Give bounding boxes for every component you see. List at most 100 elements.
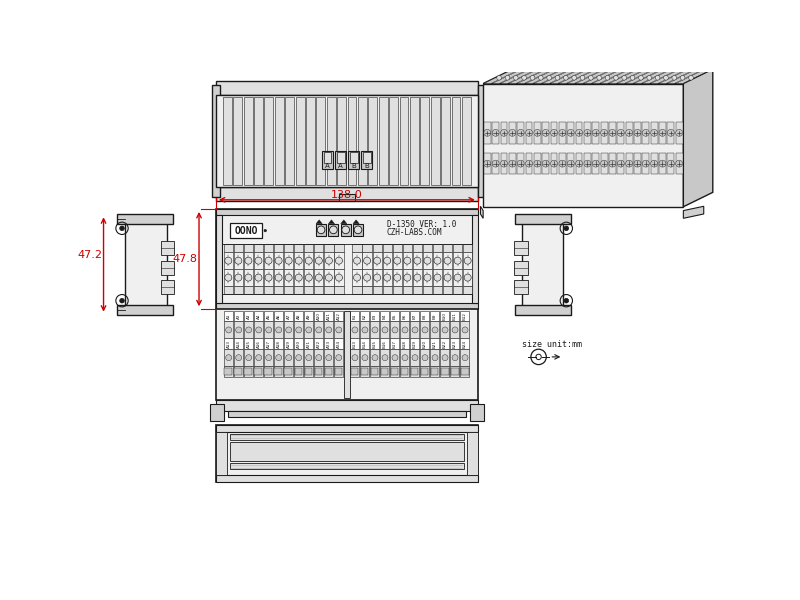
Text: A19: A19 [286,340,290,348]
Circle shape [326,274,332,281]
Bar [350,366,359,377]
Bar [264,269,273,286]
Text: B17: B17 [393,340,397,348]
Text: A5: A5 [266,313,270,319]
Circle shape [576,130,582,136]
Text: B12: B12 [463,312,467,320]
Polygon shape [484,69,520,83]
Bar [642,122,650,143]
Bar [224,286,233,294]
Bar [244,97,253,185]
Bar [518,122,524,143]
Text: A4: A4 [257,313,261,319]
Text: A15: A15 [246,340,250,348]
Bar [667,153,674,175]
Bar [413,244,422,252]
Bar [390,349,399,366]
Bar [274,311,283,322]
Bar [254,366,263,377]
Text: B2: B2 [363,313,367,319]
Bar [550,153,558,175]
Circle shape [444,274,451,281]
Bar [274,322,283,338]
Bar [362,286,372,294]
Circle shape [422,355,428,361]
Bar [349,151,359,169]
Bar [314,311,323,322]
Circle shape [647,76,651,80]
Bar [322,151,333,169]
Circle shape [382,327,388,333]
Circle shape [316,327,322,333]
Polygon shape [650,69,687,83]
Bar [609,122,616,143]
Bar [433,269,442,286]
Bar [341,224,350,236]
Circle shape [315,257,322,264]
Bar [676,153,682,175]
Polygon shape [559,69,595,83]
Bar [230,223,262,238]
Bar [161,280,174,294]
Bar [285,368,292,376]
Bar [609,153,616,175]
Bar [360,349,369,366]
Text: A23: A23 [326,340,330,348]
Bar [422,244,432,252]
Bar [380,322,390,338]
Bar [216,187,478,200]
Bar [216,425,478,433]
Bar [550,122,558,143]
Circle shape [526,130,533,136]
Circle shape [550,160,558,167]
Bar [413,286,422,294]
Bar [420,97,430,185]
Bar [265,97,274,185]
Bar [440,338,450,349]
Bar [410,97,419,185]
Bar [400,349,410,366]
Circle shape [452,355,458,361]
Bar [334,368,342,376]
Text: B: B [365,163,370,169]
Bar [324,322,333,338]
Bar [618,153,624,175]
Bar [314,368,322,376]
Bar [463,244,472,252]
Polygon shape [353,220,359,224]
Bar [254,252,263,269]
Bar [534,153,541,175]
Circle shape [567,160,574,167]
Bar [264,322,273,338]
Bar [410,366,419,377]
Bar [370,349,379,366]
Bar [390,338,399,349]
Bar [559,122,566,143]
Circle shape [255,274,262,281]
Bar [350,338,359,349]
Circle shape [434,274,441,281]
Circle shape [664,76,668,80]
Circle shape [402,355,408,361]
Bar [382,286,392,294]
Bar [667,122,674,143]
Bar [453,286,462,294]
Polygon shape [634,69,670,83]
Bar [460,338,470,349]
Bar [370,368,378,376]
Bar [542,153,549,175]
Bar [234,349,243,366]
Polygon shape [316,220,322,224]
Bar [450,349,459,366]
Bar [234,338,243,349]
Bar [420,338,430,349]
Bar [225,368,232,376]
Text: A21: A21 [306,340,310,348]
Bar [430,311,439,322]
Circle shape [246,327,252,333]
Bar [294,311,303,322]
Bar [304,349,313,366]
Bar [592,153,599,175]
Bar [286,97,294,185]
Bar [234,368,242,376]
